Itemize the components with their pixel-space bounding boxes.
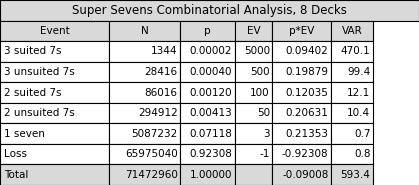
Bar bbox=[180, 144, 235, 164]
Text: 1.00000: 1.00000 bbox=[190, 170, 232, 180]
Text: 0.8: 0.8 bbox=[354, 149, 370, 159]
Text: 1344: 1344 bbox=[151, 46, 178, 56]
Text: 3 suited 7s: 3 suited 7s bbox=[4, 46, 62, 56]
Bar bbox=[109, 144, 180, 164]
Text: 0.07118: 0.07118 bbox=[189, 129, 232, 139]
Text: 99.4: 99.4 bbox=[347, 67, 370, 77]
Bar bbox=[331, 144, 373, 164]
Text: 500: 500 bbox=[250, 67, 270, 77]
Text: 0.09402: 0.09402 bbox=[286, 46, 328, 56]
Bar bbox=[272, 82, 331, 103]
Bar bbox=[235, 21, 272, 41]
Text: 0.00120: 0.00120 bbox=[189, 88, 232, 97]
Text: EV: EV bbox=[247, 26, 260, 36]
Bar bbox=[331, 103, 373, 123]
Text: 0.20631: 0.20631 bbox=[286, 108, 328, 118]
Text: -0.92308: -0.92308 bbox=[282, 149, 328, 159]
Text: 0.00002: 0.00002 bbox=[190, 46, 232, 56]
Bar bbox=[235, 123, 272, 144]
Text: Total: Total bbox=[4, 170, 28, 180]
Text: 1 seven: 1 seven bbox=[4, 129, 45, 139]
Bar bbox=[331, 164, 373, 185]
Bar bbox=[331, 21, 373, 41]
Bar bbox=[180, 62, 235, 82]
Text: p*EV: p*EV bbox=[289, 26, 314, 36]
Bar bbox=[331, 62, 373, 82]
Text: 10.4: 10.4 bbox=[347, 108, 370, 118]
Bar bbox=[180, 82, 235, 103]
Bar bbox=[235, 82, 272, 103]
Bar bbox=[180, 103, 235, 123]
Bar bbox=[331, 82, 373, 103]
Bar bbox=[109, 41, 180, 62]
Bar bbox=[272, 164, 331, 185]
Text: N: N bbox=[141, 26, 148, 36]
Text: 3 unsuited 7s: 3 unsuited 7s bbox=[4, 67, 75, 77]
Bar bbox=[272, 62, 331, 82]
Bar bbox=[235, 41, 272, 62]
Text: -0.09008: -0.09008 bbox=[282, 170, 328, 180]
Text: 0.92308: 0.92308 bbox=[189, 149, 232, 159]
Text: 71472960: 71472960 bbox=[125, 170, 178, 180]
Text: 86016: 86016 bbox=[145, 88, 178, 97]
Bar bbox=[0, 164, 109, 185]
Text: 100: 100 bbox=[250, 88, 270, 97]
Bar bbox=[109, 164, 180, 185]
Bar bbox=[0, 62, 109, 82]
Bar bbox=[109, 82, 180, 103]
Bar bbox=[180, 164, 235, 185]
Text: Loss: Loss bbox=[4, 149, 27, 159]
Text: 0.21353: 0.21353 bbox=[285, 129, 328, 139]
Text: 50: 50 bbox=[257, 108, 270, 118]
Bar bbox=[0, 103, 109, 123]
Text: 0.00040: 0.00040 bbox=[190, 67, 232, 77]
Text: 3: 3 bbox=[263, 129, 270, 139]
Bar bbox=[235, 62, 272, 82]
Text: Super Sevens Combinatorial Analysis, 8 Decks: Super Sevens Combinatorial Analysis, 8 D… bbox=[72, 4, 347, 17]
Text: 28416: 28416 bbox=[145, 67, 178, 77]
Bar bbox=[109, 21, 180, 41]
Text: p: p bbox=[204, 26, 211, 36]
Text: 0.00413: 0.00413 bbox=[189, 108, 232, 118]
Bar bbox=[109, 62, 180, 82]
Bar bbox=[180, 21, 235, 41]
Bar bbox=[272, 103, 331, 123]
Text: 593.4: 593.4 bbox=[341, 170, 370, 180]
Text: 12.1: 12.1 bbox=[347, 88, 370, 97]
Bar bbox=[331, 123, 373, 144]
Text: 2 unsuited 7s: 2 unsuited 7s bbox=[4, 108, 75, 118]
Bar bbox=[331, 41, 373, 62]
Bar bbox=[0, 0, 419, 21]
Text: 0.7: 0.7 bbox=[354, 129, 370, 139]
Bar bbox=[0, 144, 109, 164]
Text: 2 suited 7s: 2 suited 7s bbox=[4, 88, 62, 97]
Bar bbox=[0, 82, 109, 103]
Bar bbox=[235, 164, 272, 185]
Text: VAR: VAR bbox=[341, 26, 362, 36]
Text: 5000: 5000 bbox=[244, 46, 270, 56]
Bar bbox=[272, 21, 331, 41]
Bar bbox=[0, 41, 109, 62]
Bar bbox=[235, 144, 272, 164]
Bar bbox=[180, 123, 235, 144]
Text: -1: -1 bbox=[259, 149, 270, 159]
Text: 0.19879: 0.19879 bbox=[285, 67, 328, 77]
Bar bbox=[0, 21, 109, 41]
Bar bbox=[109, 103, 180, 123]
Bar bbox=[0, 123, 109, 144]
Text: 65975040: 65975040 bbox=[125, 149, 178, 159]
Text: 294912: 294912 bbox=[138, 108, 178, 118]
Text: 5087232: 5087232 bbox=[132, 129, 178, 139]
Bar bbox=[180, 41, 235, 62]
Bar bbox=[272, 41, 331, 62]
Bar bbox=[235, 103, 272, 123]
Text: 470.1: 470.1 bbox=[341, 46, 370, 56]
Bar bbox=[272, 144, 331, 164]
Text: Event: Event bbox=[39, 26, 70, 36]
Text: 0.12035: 0.12035 bbox=[286, 88, 328, 97]
Bar bbox=[272, 123, 331, 144]
Bar bbox=[109, 123, 180, 144]
